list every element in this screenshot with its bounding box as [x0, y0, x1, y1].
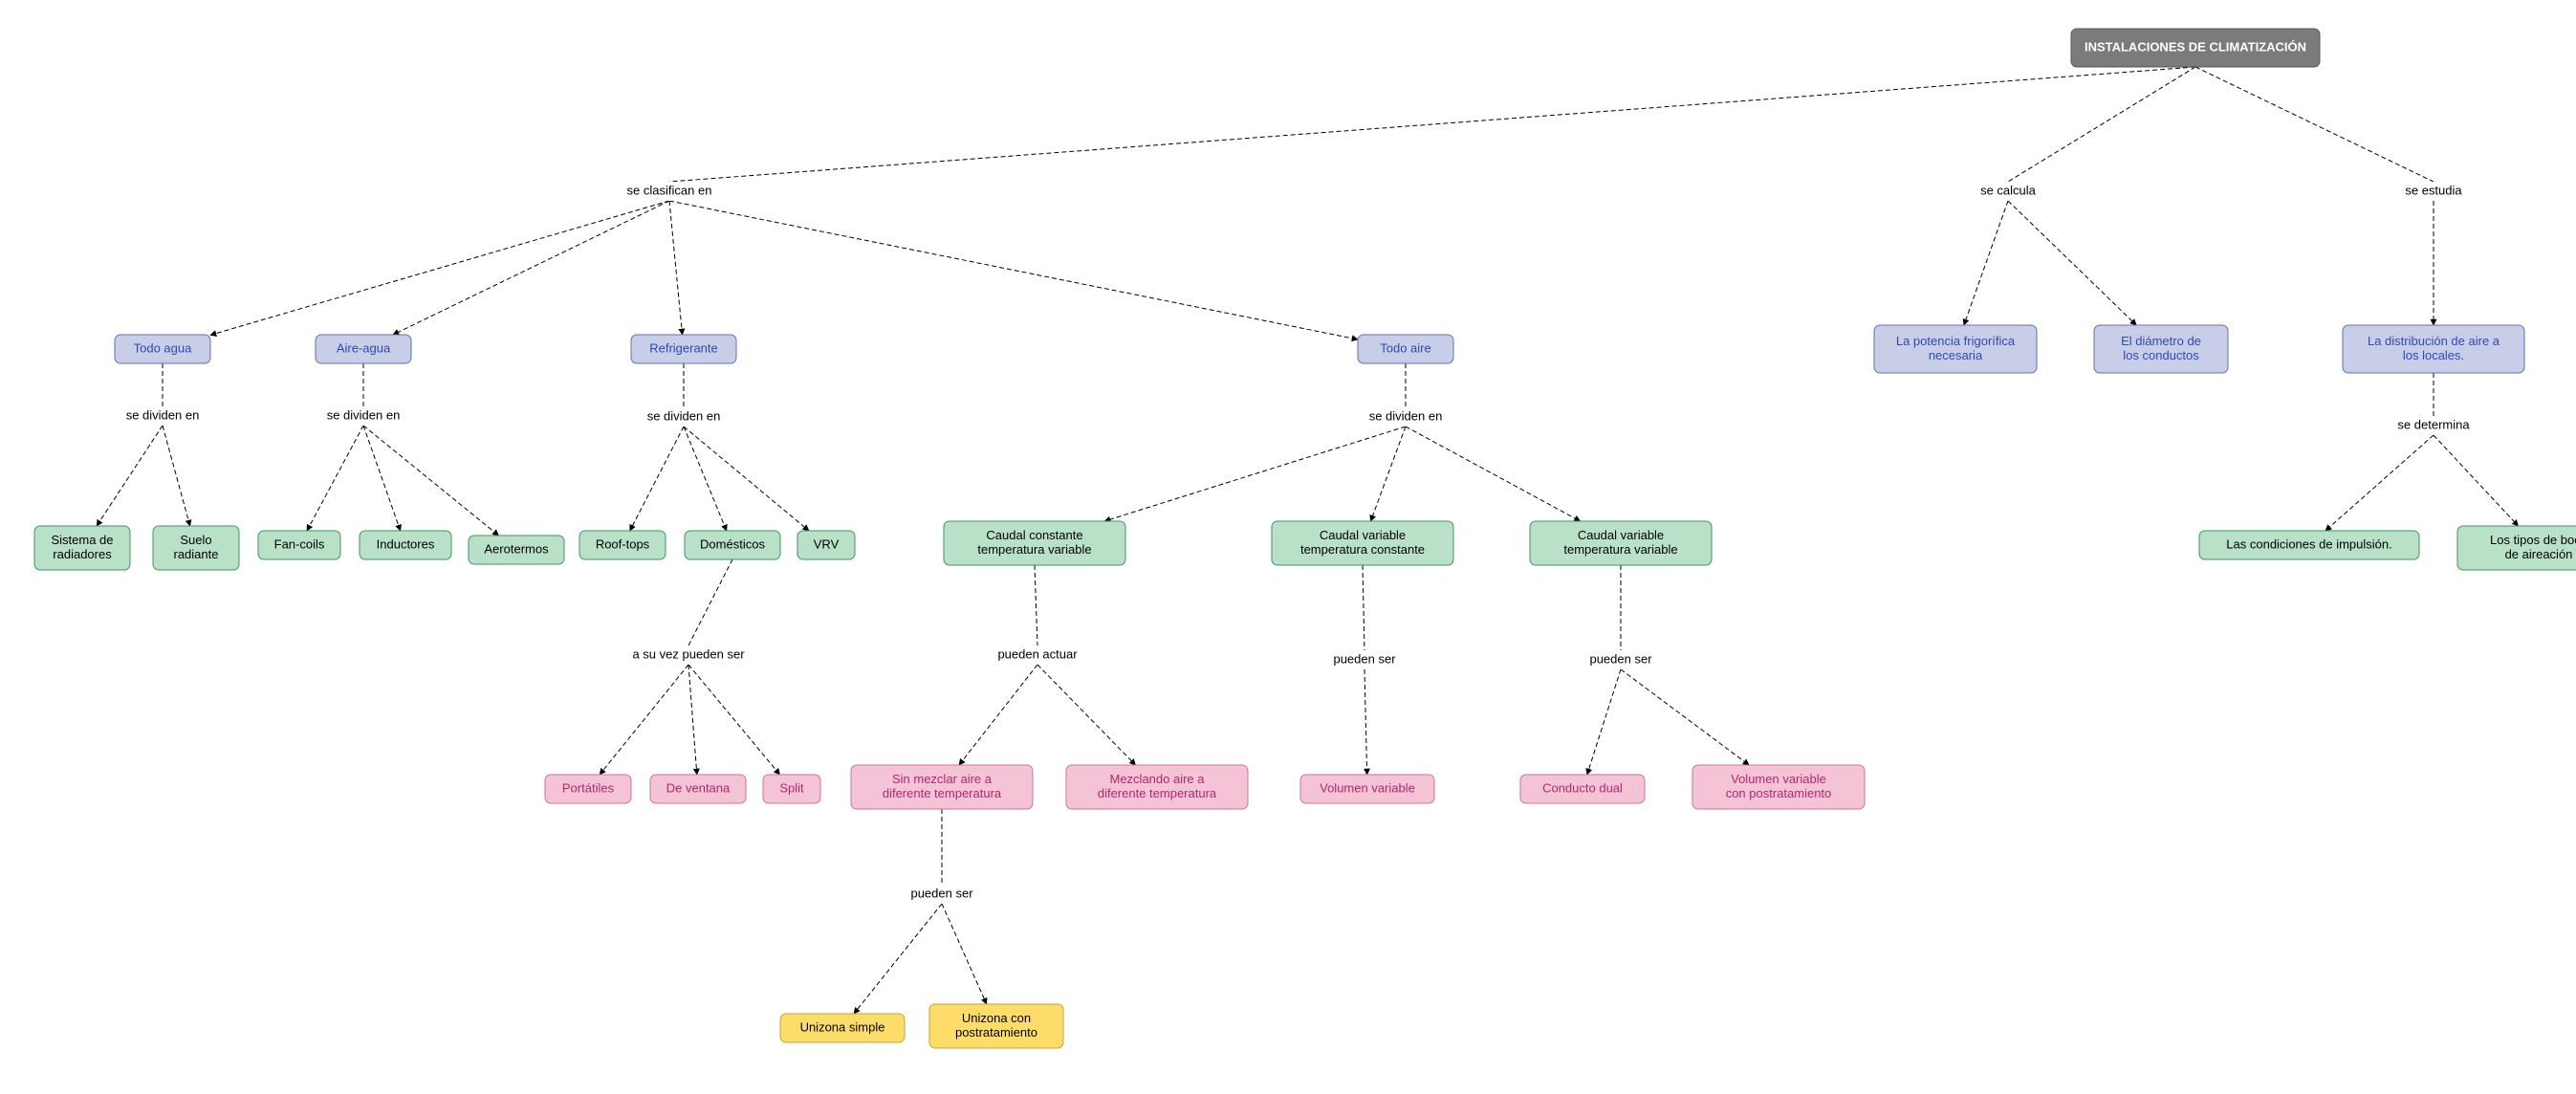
node-label: Mezclando aire a	[1110, 772, 1206, 786]
node-label: Split	[779, 780, 804, 795]
node-label: los locales.	[2403, 348, 2464, 362]
node-vvpost: Volumen variablecon postratamiento	[1692, 765, 1865, 809]
node-rooftops: Roof-tops	[579, 531, 666, 559]
node-label: Caudal constante	[986, 528, 1082, 542]
edge-label: pueden ser	[910, 886, 973, 900]
node-todo_agua: Todo agua	[115, 335, 210, 363]
node-ventana: De ventana	[650, 775, 746, 803]
edge-label: pueden actuar	[997, 646, 1078, 661]
node-cond_imp: Las condiciones de impulsión.	[2199, 531, 2419, 559]
node-fancoils: Fan-coils	[258, 531, 340, 559]
node-domesticos: Domésticos	[685, 531, 780, 559]
node-label: Aire-agua	[337, 340, 391, 355]
edge-label: a su vez pueden ser	[632, 646, 745, 661]
node-unizonap: Unizona conpostratamiento	[929, 1004, 1063, 1048]
node-boca: Los tipos de bocade aireación	[2457, 526, 2576, 570]
node-label: Sistema de	[51, 533, 113, 547]
node-label: Sin mezclar aire a	[892, 772, 993, 786]
node-cconst: Caudal constantetemperatura variable	[944, 521, 1125, 565]
node-mezcl: Mezclando aire adiferente temperatura	[1066, 765, 1248, 809]
node-cvar_tv: Caudal variabletemperatura variable	[1530, 521, 1712, 565]
node-sinmez: Sin mezclar aire adiferente temperatura	[851, 765, 1033, 809]
node-label: Aerotermos	[484, 541, 549, 556]
node-label: Caudal variable	[1578, 528, 1664, 542]
node-label: radiante	[174, 547, 219, 561]
node-label: temperatura constante	[1300, 542, 1425, 557]
node-label: radiadores	[53, 547, 112, 561]
edge-label: se dividen en	[126, 407, 200, 422]
node-label: diferente temperatura	[883, 786, 1002, 800]
edge-label: pueden ser	[1333, 651, 1396, 666]
node-label: Roof-tops	[596, 536, 650, 551]
node-label: Unizona con	[962, 1011, 1031, 1025]
edge-label: se dividen en	[1369, 408, 1443, 423]
node-label: Volumen variable	[1731, 772, 1826, 786]
node-label: de aireación	[2505, 547, 2573, 561]
node-label: Las condiciones de impulsión.	[2226, 536, 2391, 551]
node-potencia: La potencia frigoríficanecesaria	[1874, 325, 2037, 373]
node-label: Volumen variable	[1320, 780, 1415, 795]
node-condual: Conducto dual	[1520, 775, 1645, 803]
edge-label: se calcula	[1980, 183, 2037, 197]
node-vrv: VRV	[797, 531, 855, 559]
node-label: El diámetro de	[2121, 334, 2201, 348]
node-label: Fan-coils	[274, 536, 325, 551]
node-label: Suelo	[180, 533, 211, 547]
node-inductores: Inductores	[360, 531, 451, 559]
node-label: Todo aire	[1380, 340, 1430, 355]
node-label: INSTALACIONES DE CLIMATIZACIÓN	[2085, 39, 2306, 54]
node-label: La potencia frigorífica	[1896, 334, 2016, 348]
node-root: INSTALACIONES DE CLIMATIZACIÓN	[2071, 29, 2320, 67]
node-label: Caudal variable	[1320, 528, 1406, 542]
edge-label: se dividen en	[647, 408, 721, 423]
node-refrigerante: Refrigerante	[631, 335, 736, 363]
edge-label: pueden ser	[1589, 651, 1652, 666]
node-label: Conducto dual	[1542, 780, 1623, 795]
node-label: temperatura variable	[1563, 542, 1677, 557]
node-label: Unizona simple	[800, 1019, 885, 1034]
node-todo_aire: Todo aire	[1358, 335, 1453, 363]
node-label: Domésticos	[700, 536, 765, 551]
edge-label: se estudia	[2405, 183, 2462, 197]
node-label: Portátiles	[562, 780, 615, 795]
node-label: necesaria	[1929, 348, 1983, 362]
node-diametro: El diámetro delos conductos	[2094, 325, 2228, 373]
node-label: Refrigerante	[649, 340, 718, 355]
node-label: Todo agua	[134, 340, 192, 355]
node-label: Los tipos de boca	[2490, 533, 2576, 547]
concept-map: se clasifican en se calcula se estudia se d…	[0, 0, 2576, 1094]
edge-label: se clasifican en	[627, 183, 712, 197]
node-aire_agua: Aire-agua	[316, 335, 411, 363]
node-aerotermos: Aerotermos	[469, 536, 564, 564]
node-distrib: La distribución de aire alos locales.	[2343, 325, 2524, 373]
node-label: temperatura variable	[977, 542, 1091, 557]
node-portatiles: Portátiles	[545, 775, 631, 803]
node-label: VRV	[814, 536, 840, 551]
edge-label: se dividen en	[327, 407, 401, 422]
node-label: De ventana	[666, 780, 731, 795]
node-suelo: Sueloradiante	[153, 526, 239, 570]
node-unizona: Unizona simple	[780, 1014, 905, 1042]
node-cvar_tc: Caudal variabletemperatura constante	[1272, 521, 1453, 565]
node-label: Inductores	[377, 536, 435, 551]
node-label: diferente temperatura	[1098, 786, 1217, 800]
edge-label: se determina	[2397, 417, 2470, 431]
node-label: La distribución de aire a	[2368, 334, 2500, 348]
node-label: los conductos	[2123, 348, 2199, 362]
node-label: con postratamiento	[1726, 786, 1832, 800]
node-radiadores: Sistema deradiadores	[34, 526, 130, 570]
node-volvar: Volumen variable	[1300, 775, 1434, 803]
node-label: postratamiento	[955, 1025, 1037, 1039]
node-split: Split	[763, 775, 820, 803]
